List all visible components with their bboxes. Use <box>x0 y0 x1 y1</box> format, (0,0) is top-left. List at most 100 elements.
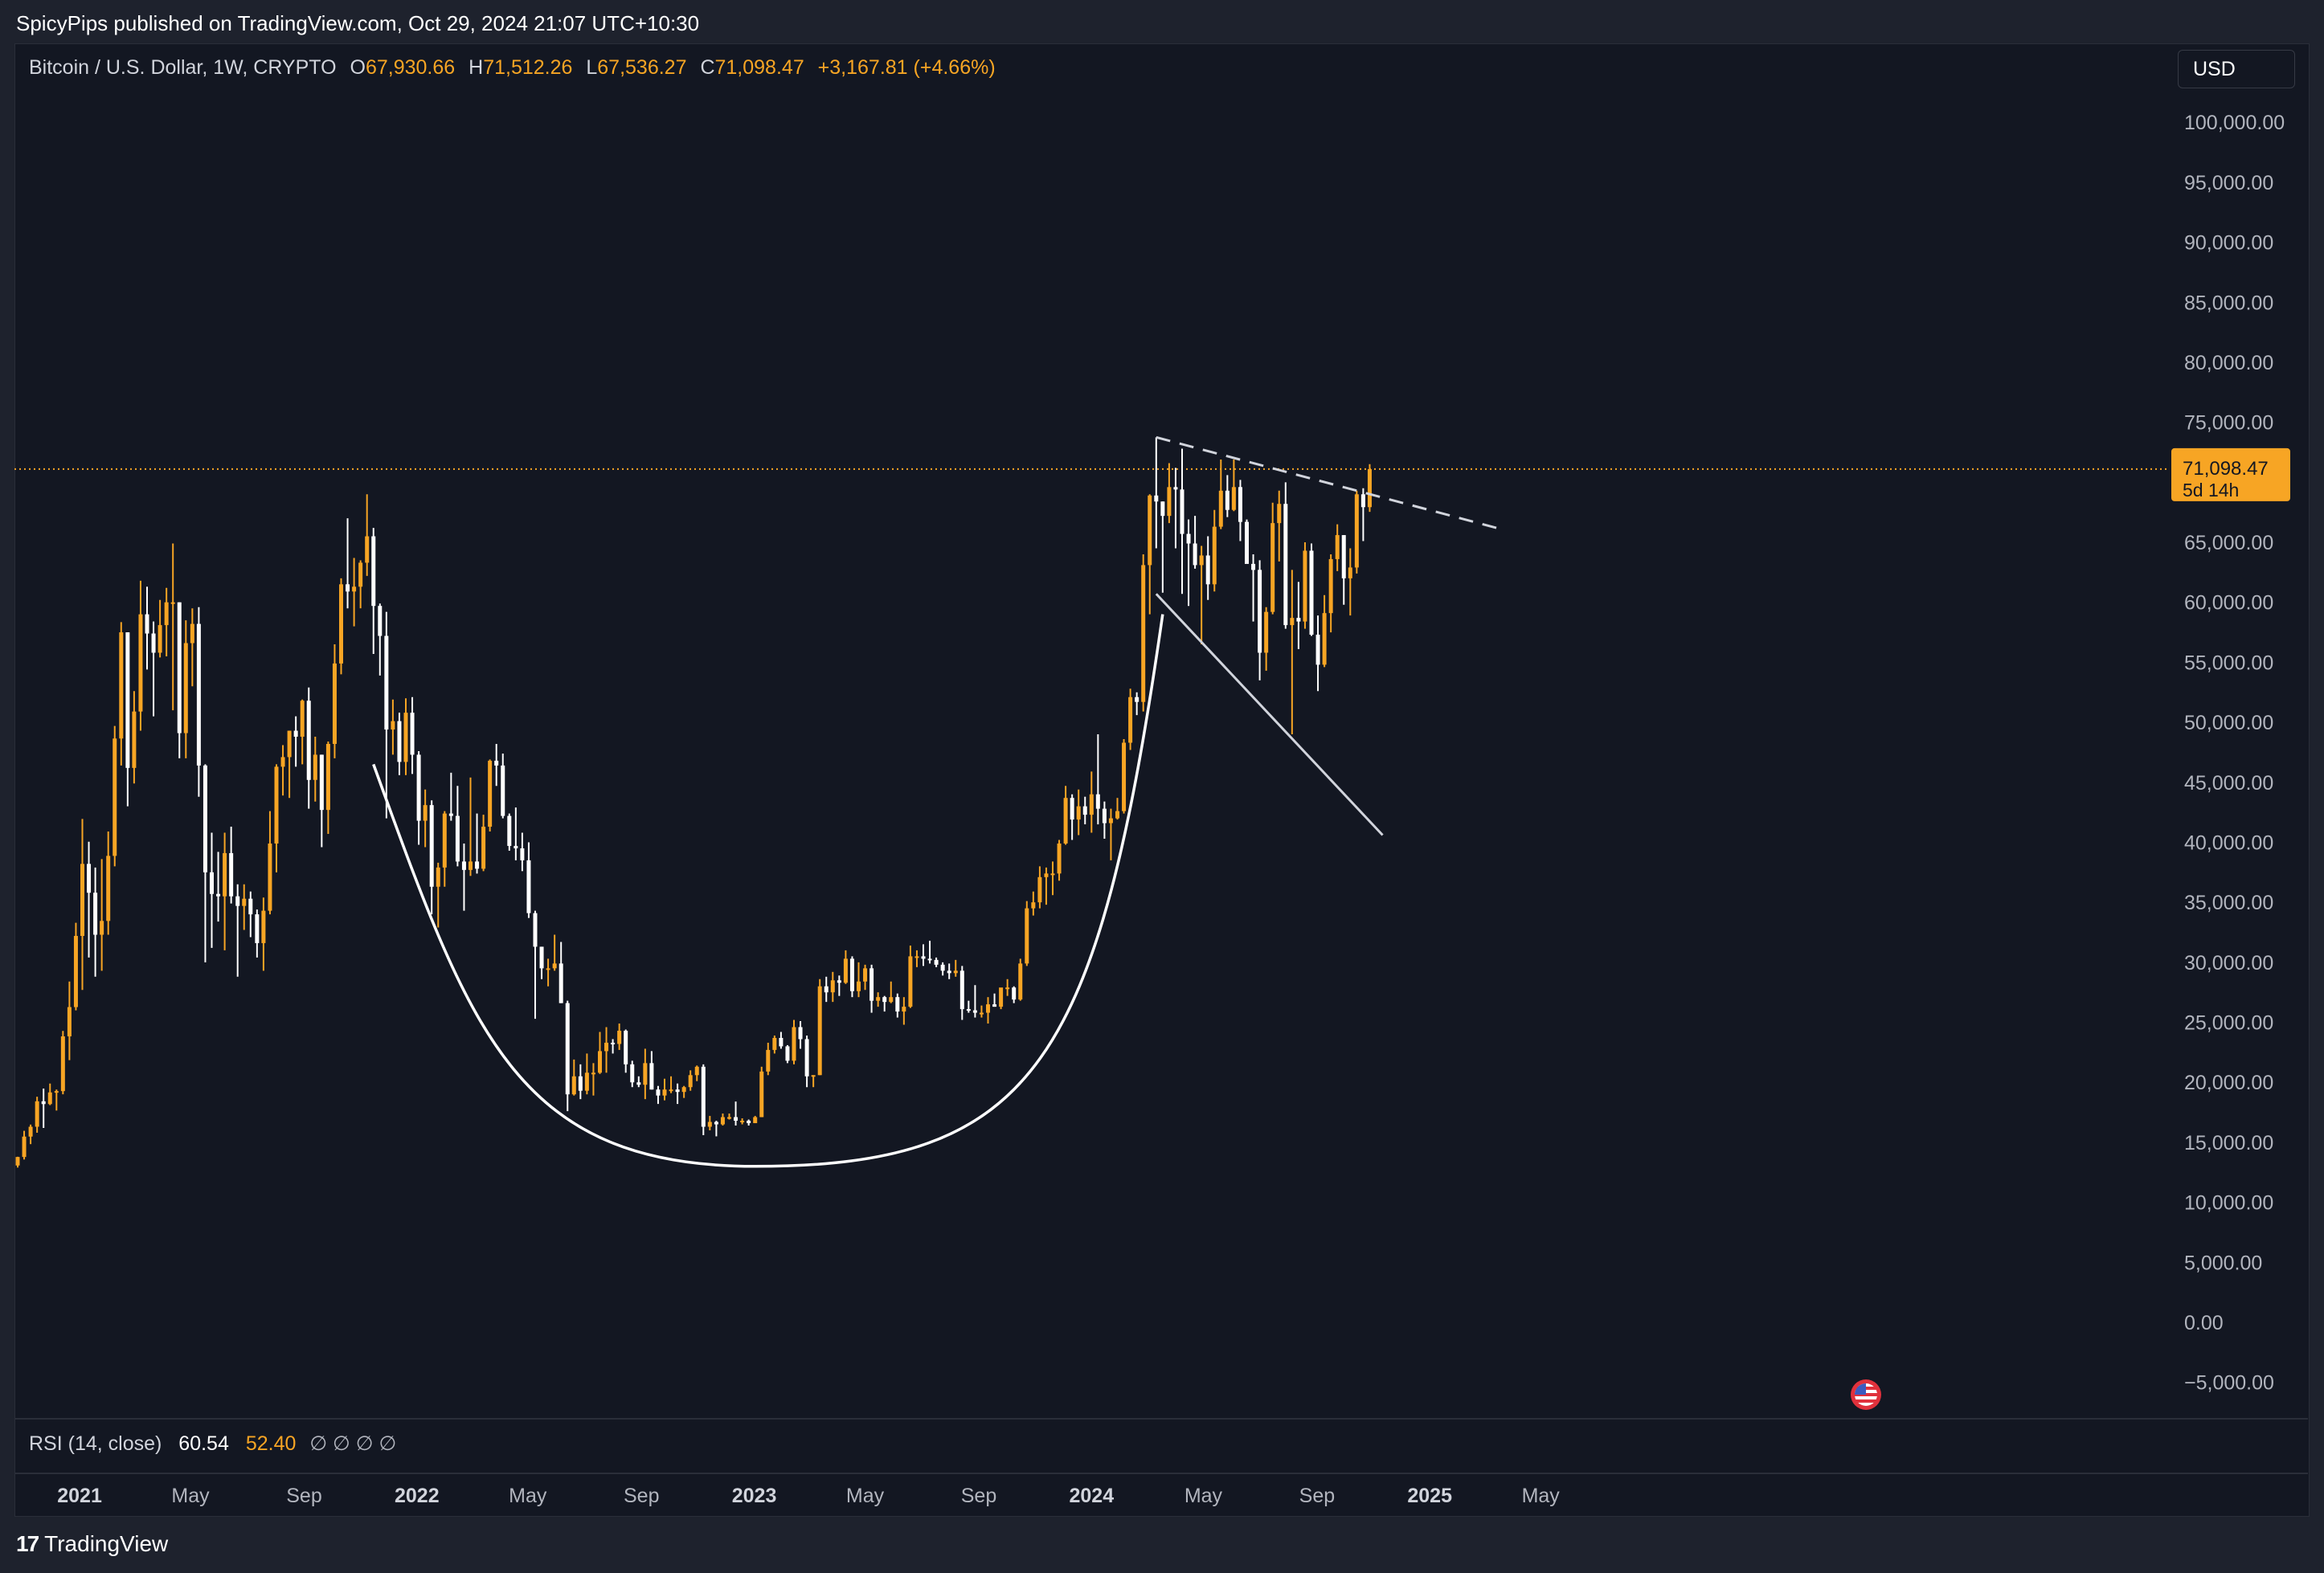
candle <box>1277 490 1282 562</box>
candle <box>113 725 117 867</box>
candle <box>999 987 1004 1010</box>
candle-body <box>1277 504 1282 524</box>
candle <box>339 578 343 675</box>
candle <box>804 1035 809 1088</box>
candle <box>274 764 279 872</box>
candle-body <box>1296 618 1301 622</box>
y-tick-label: 45,000.00 <box>2184 772 2273 795</box>
candle <box>378 603 383 676</box>
candle-body <box>753 1117 758 1124</box>
candle-body <box>1031 902 1036 909</box>
candle <box>714 1121 718 1137</box>
candle-body <box>210 872 214 894</box>
candle <box>1063 786 1068 845</box>
candle-body <box>229 852 234 897</box>
candle <box>203 764 207 962</box>
resistance-trendline <box>1156 435 1506 532</box>
candle-body <box>151 633 156 653</box>
candle <box>882 995 887 1012</box>
candle-body <box>1037 876 1042 903</box>
candle <box>792 1019 796 1064</box>
candle <box>319 754 324 848</box>
candle <box>727 1113 731 1120</box>
candle-body <box>1258 570 1262 653</box>
low-value: 67,536.27 <box>597 56 687 79</box>
us-flag-event-icon[interactable] <box>1851 1379 1881 1410</box>
change-value: +3,167.81 (+4.66%) <box>817 56 996 79</box>
candle <box>410 697 415 774</box>
candle-body <box>313 754 317 780</box>
tradingview-logo[interactable]: 17 TradingView <box>16 1531 168 1557</box>
candle-body <box>1348 567 1352 578</box>
candle-body <box>863 968 868 982</box>
candle <box>119 622 124 766</box>
candle-body <box>397 721 402 762</box>
candle-body <box>423 805 428 821</box>
candle <box>1238 480 1242 541</box>
x-tick-label: 2024 <box>1069 1485 1114 1507</box>
y-tick-label: 30,000.00 <box>2184 952 2273 974</box>
candle <box>837 975 841 996</box>
x-tick-label: 2023 <box>732 1485 777 1507</box>
candle <box>1115 798 1119 820</box>
close-key: C <box>700 56 715 79</box>
candle-body <box>1012 987 1017 1000</box>
candle-body <box>630 1064 635 1083</box>
candle-body <box>183 643 188 733</box>
rsi-label: RSI (14, close) <box>29 1432 162 1455</box>
candle <box>992 993 997 1007</box>
candle-body <box>190 623 194 644</box>
candle-body <box>921 956 926 959</box>
chart-frame[interactable] <box>14 43 2310 1517</box>
footer-bar <box>0 1517 2324 1573</box>
candle <box>849 956 854 998</box>
candle <box>1070 794 1074 840</box>
candle-body <box>113 738 117 856</box>
candle <box>100 859 104 971</box>
candle <box>73 922 78 1011</box>
candle-body <box>352 586 357 592</box>
open-key: O <box>350 56 366 79</box>
candle <box>242 884 247 930</box>
candle <box>598 1032 602 1074</box>
candle-body <box>475 861 480 869</box>
candle-body <box>1115 811 1119 819</box>
y-tick-label: 80,000.00 <box>2184 352 2273 374</box>
candle <box>468 777 473 876</box>
candle-body <box>617 1031 622 1044</box>
currency-button[interactable]: USD <box>2178 50 2295 88</box>
candle-body <box>591 1072 595 1075</box>
candle-body <box>1290 618 1295 626</box>
candle-body <box>429 805 434 887</box>
candle-body <box>785 1046 790 1061</box>
candle-body <box>170 602 175 604</box>
candle <box>248 891 253 938</box>
y-tick-label: 35,000.00 <box>2184 892 2273 914</box>
candle-body <box>1018 963 1023 1000</box>
x-tick-label: Sep <box>1299 1485 1335 1507</box>
candle <box>927 940 932 964</box>
candle <box>1082 796 1087 825</box>
candle-body <box>501 765 505 816</box>
candle-body <box>747 1121 751 1124</box>
candle <box>624 1029 628 1073</box>
candle-body <box>908 956 913 1007</box>
candle <box>766 1042 771 1076</box>
candle <box>747 1119 751 1126</box>
candle-body <box>507 815 512 846</box>
candle <box>869 964 874 1013</box>
candle <box>67 981 72 1060</box>
candle-body <box>1063 798 1068 844</box>
candle <box>196 607 201 797</box>
candle <box>539 946 544 979</box>
candle-body <box>1044 873 1049 877</box>
candle-body <box>1354 494 1359 568</box>
candle-body <box>1322 613 1327 665</box>
candle-body <box>959 970 964 1010</box>
candle <box>1360 488 1365 541</box>
candle <box>1290 570 1295 735</box>
candle-body <box>1141 565 1146 702</box>
candle <box>15 1156 20 1168</box>
y-tick-label: 60,000.00 <box>2184 592 2273 615</box>
